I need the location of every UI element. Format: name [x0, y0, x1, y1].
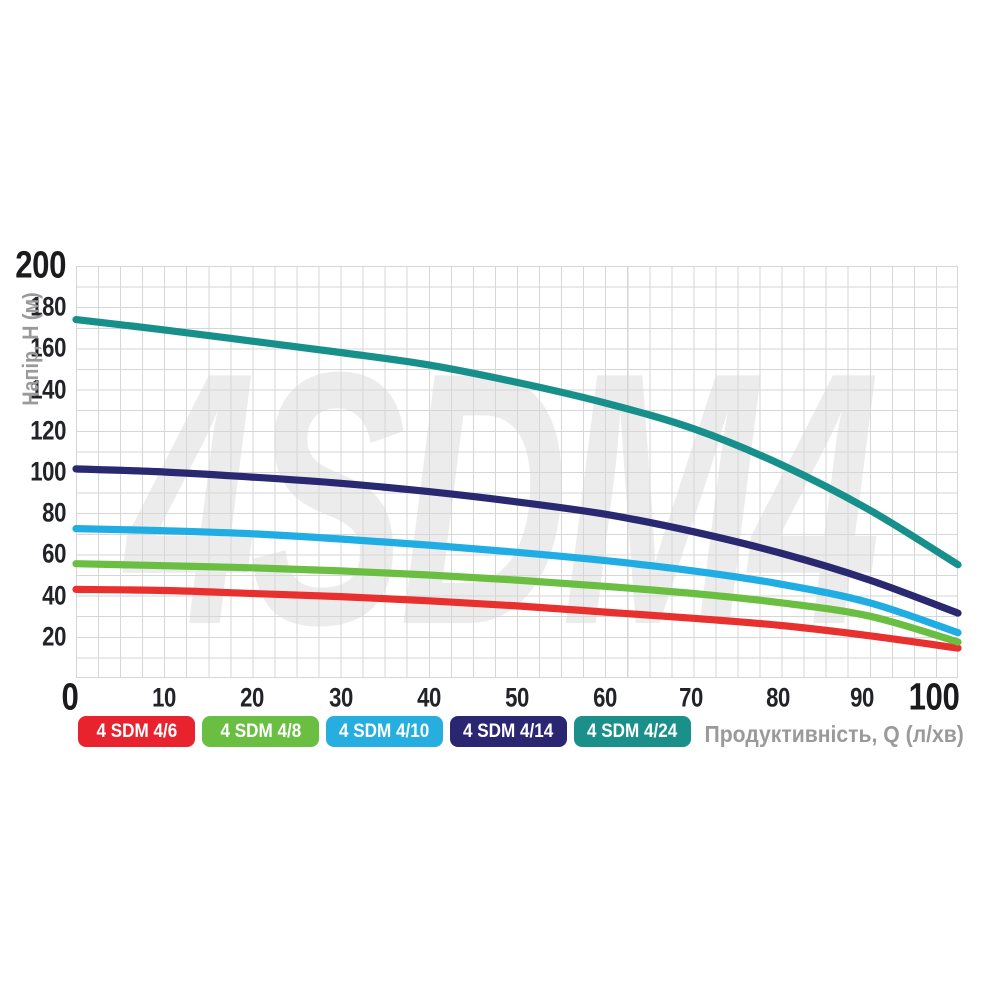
- legend-label: 4 SDM 4/14: [463, 720, 554, 742]
- y-tick-60: 60: [42, 538, 66, 569]
- plot-area: [76, 266, 958, 678]
- y-tick-200: 200: [15, 244, 66, 287]
- legend-item-4-sdm-4-6: 4 SDM 4/6: [78, 716, 195, 747]
- legend-item-4-sdm-4-10: 4 SDM 4/10: [326, 716, 443, 747]
- x-tick-60: 60: [593, 682, 618, 713]
- x-tick-50: 50: [505, 682, 529, 713]
- x-tick-40: 40: [416, 682, 441, 713]
- y-tick-140: 140: [30, 374, 66, 405]
- x-tick-80: 80: [765, 682, 790, 713]
- x-tick-90: 90: [849, 682, 874, 713]
- y-tick-160: 160: [30, 332, 66, 363]
- y-tick-180: 180: [30, 291, 66, 322]
- legend-item-4-sdm-4-8: 4 SDM 4/8: [202, 716, 319, 747]
- legend-label: 4 SDM 4/8: [220, 720, 301, 742]
- legend-label: 4 SDM 4/10: [339, 720, 430, 742]
- legend-label: 4 SDM 4/24: [587, 720, 678, 742]
- y-tick-120: 120: [30, 415, 66, 446]
- x-tick-100: 100: [908, 676, 960, 719]
- y-tick-20: 20: [42, 621, 66, 652]
- x-tick-0: 0: [61, 676, 79, 719]
- legend-item-4-sdm-4-24: 4 SDM 4/24: [574, 716, 691, 747]
- y-axis-title: Напір, H (м): [18, 292, 43, 406]
- legend: 4 SDM 4/6 4 SDM 4/8 4 SDM 4/10 4 SDM 4/14 4 …: [78, 716, 691, 747]
- x-tick-70: 70: [679, 682, 704, 713]
- y-tick-100: 100: [30, 456, 66, 487]
- legend-label: 4 SDM 4/6: [96, 720, 177, 742]
- y-tick-80: 80: [42, 497, 66, 528]
- x-tick-10: 10: [152, 682, 177, 713]
- x-tick-20: 20: [240, 682, 265, 713]
- x-axis-title: Продуктивність, Q (л/хв): [704, 721, 964, 747]
- x-tick-30: 30: [328, 682, 353, 713]
- legend-item-4-sdm-4-14: 4 SDM 4/14: [450, 716, 567, 747]
- y-tick-40: 40: [42, 580, 66, 611]
- grid-lines: [76, 266, 958, 678]
